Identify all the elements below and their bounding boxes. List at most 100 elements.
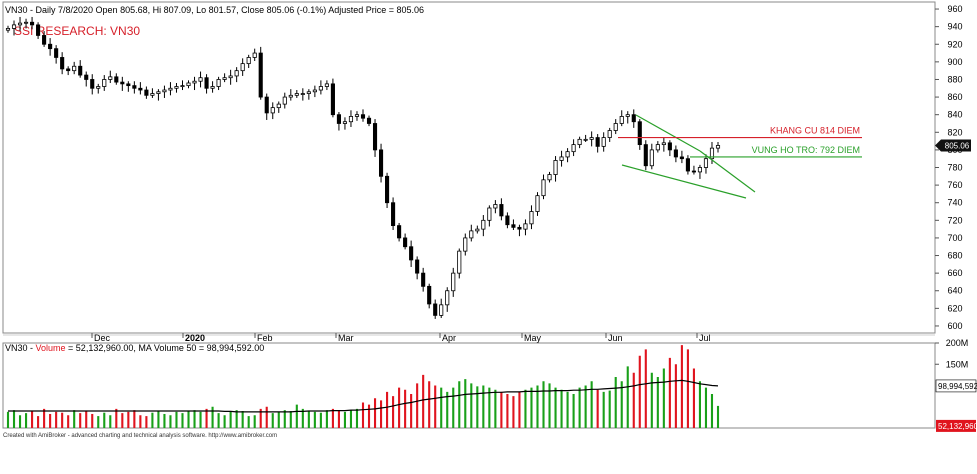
- volume-bar: [85, 411, 88, 428]
- volume-value-box: [936, 419, 976, 432]
- candle-body: [228, 75, 233, 79]
- volume-bar: [277, 411, 280, 428]
- candle-body: [312, 89, 317, 93]
- volume-bar: [464, 379, 467, 428]
- volume-bars: [6, 345, 720, 428]
- volume-bar: [584, 385, 587, 428]
- candle-body: [360, 114, 366, 119]
- candle-body: [535, 195, 540, 212]
- volume-bar: [187, 411, 190, 428]
- volume-bar: [121, 413, 124, 428]
- candle-body: [637, 121, 642, 146]
- candle-body: [234, 70, 239, 77]
- candle-body: [366, 117, 372, 124]
- candle-body: [120, 81, 125, 85]
- volume-bar: [662, 368, 665, 428]
- price-tick-label: 900: [947, 57, 962, 67]
- volume-value-label: 52,132,960: [938, 422, 977, 431]
- candle-body: [324, 83, 329, 87]
- volume-bar: [307, 411, 310, 428]
- volume-bar: [524, 389, 527, 428]
- candle-body: [433, 303, 438, 316]
- wedge-upper-trendline-extension: [699, 150, 756, 193]
- candle-body: [667, 142, 672, 151]
- price-tick-label: 880: [947, 74, 962, 84]
- candle-body: [252, 52, 257, 58]
- candle-body: [553, 160, 558, 175]
- volume-bar: [416, 383, 419, 428]
- candle-body: [475, 228, 480, 232]
- price-tick-label: 680: [947, 251, 962, 261]
- candle-body: [48, 43, 53, 50]
- candle-body: [264, 96, 269, 114]
- candle-body: [342, 121, 348, 124]
- volume-bar: [211, 406, 214, 428]
- candle-body: [403, 237, 408, 248]
- candle-body: [421, 272, 426, 287]
- candle-body: [709, 147, 715, 160]
- price-tick-label: 820: [947, 127, 962, 137]
- candle-body: [565, 151, 570, 158]
- volume-bar: [247, 416, 250, 428]
- volume-bar: [235, 410, 238, 428]
- candle-body: [378, 149, 384, 177]
- volume-bar: [698, 381, 702, 428]
- volume-bar: [163, 413, 166, 428]
- volume-bar: [536, 385, 539, 428]
- candle-body: [192, 80, 197, 84]
- volume-bar: [686, 349, 689, 428]
- month-label: Jul: [699, 333, 711, 343]
- candle-body: [589, 137, 594, 140]
- volume-bar: [692, 368, 695, 428]
- candle-body: [186, 82, 191, 87]
- volume-bar: [506, 394, 509, 428]
- candle-body: [17, 22, 23, 26]
- volume-bar: [91, 413, 94, 428]
- volume-bar: [361, 402, 365, 428]
- candle-body: [348, 116, 354, 123]
- volume-bar: [18, 415, 22, 428]
- volume-bar: [193, 410, 196, 428]
- candle-body: [162, 89, 167, 93]
- candle-body: [42, 35, 47, 45]
- volume-bar: [271, 413, 274, 428]
- volume-bar: [199, 411, 202, 428]
- candle-body: [174, 86, 179, 89]
- volume-bar: [295, 404, 298, 428]
- volume-bar: [55, 411, 58, 428]
- candle-body: [300, 93, 305, 95]
- candle-body: [210, 86, 215, 89]
- candle-body: [108, 76, 113, 80]
- volume-tick-label: 200M: [946, 338, 969, 348]
- candle-body: [517, 226, 522, 230]
- volume-bar: [632, 372, 635, 428]
- volume-bar: [31, 411, 34, 428]
- candle-body: [523, 223, 528, 230]
- volume-bar: [133, 410, 136, 428]
- volume-header-rest: = 52,132,960.00, MA Volume 50 = 98,994,5…: [66, 343, 265, 353]
- volume-bar: [79, 413, 82, 428]
- candle-body: [156, 91, 161, 94]
- candle-body: [216, 79, 221, 87]
- price-tick-label: 720: [947, 215, 962, 225]
- price-tick-label: 600: [947, 321, 962, 331]
- volume-bar: [253, 415, 256, 428]
- volume-bar: [566, 391, 569, 428]
- candle-body: [463, 237, 468, 252]
- candle-body: [601, 137, 606, 147]
- volume-bar: [494, 389, 497, 428]
- candle-body: [703, 158, 709, 168]
- volume-bar: [614, 377, 617, 428]
- volume-bar: [440, 387, 443, 428]
- volume-bar: [157, 411, 160, 428]
- candle-body: [541, 179, 546, 197]
- volume-tick-label: 150M: [946, 359, 969, 369]
- last-price-marker: 805.06: [935, 139, 971, 152]
- volume-bar: [145, 416, 148, 428]
- candle-body: [391, 202, 396, 227]
- price-tick-label: 840: [947, 110, 962, 120]
- volume-bar: [404, 389, 407, 428]
- candle-body: [673, 149, 678, 158]
- candle-body: [595, 137, 600, 147]
